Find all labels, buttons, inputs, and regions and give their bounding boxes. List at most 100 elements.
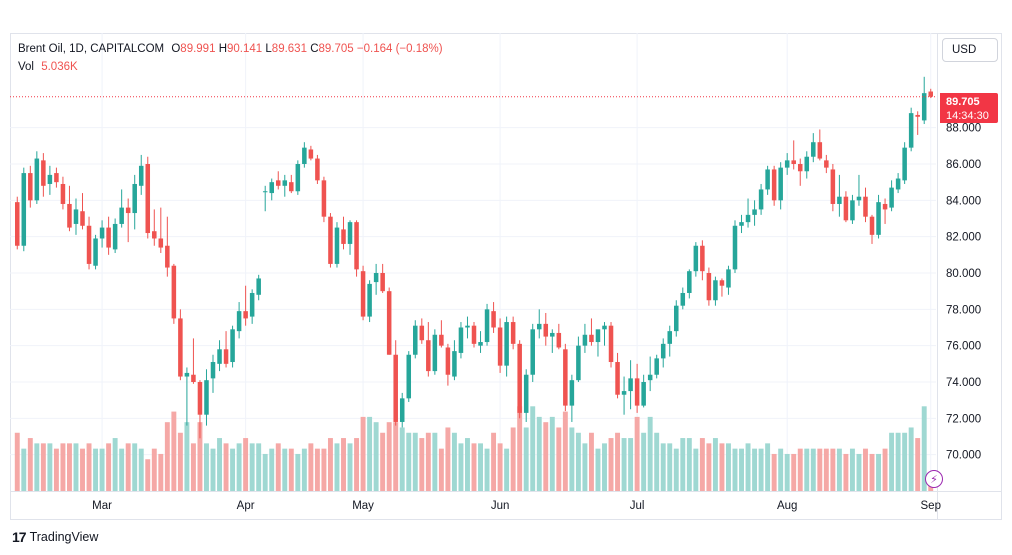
- candle-body: [465, 325, 470, 328]
- volume-bar: [223, 443, 229, 491]
- time-tick-label: Sep: [921, 500, 941, 512]
- candle-body: [797, 164, 803, 172]
- candle-body: [302, 147, 307, 164]
- candle-body: [863, 196, 868, 217]
- candle-body: [406, 354, 412, 399]
- symbol-legend: Brent Oil, 1D, CAPITALCOM O89.991 H90.14…: [18, 40, 443, 76]
- time-axis[interactable]: Mar Apr May Jun Jul Aug Sep: [92, 500, 941, 512]
- candle-body: [497, 327, 503, 366]
- volume-bar: [876, 453, 882, 491]
- candle-body: [928, 91, 933, 97]
- volume-bar: [386, 422, 392, 491]
- candle-body: [830, 169, 836, 204]
- volume-bar: [889, 432, 895, 491]
- low-label: L: [265, 43, 272, 55]
- volume-bar: [902, 432, 908, 491]
- candle-body: [321, 180, 327, 217]
- candle-body: [282, 180, 288, 186]
- candle-body: [21, 173, 27, 246]
- candle-body: [289, 182, 294, 192]
- volume-bar: [119, 448, 125, 491]
- volume-bar: [895, 432, 901, 491]
- volume-bar: [27, 438, 33, 491]
- candle-body: [660, 343, 666, 359]
- candle-body: [112, 223, 118, 250]
- volume-bar: [849, 448, 855, 491]
- candle-body: [60, 183, 66, 204]
- volume-bar: [138, 448, 144, 491]
- volume-bar: [367, 416, 373, 491]
- candle-body: [243, 311, 248, 319]
- volume-bar: [217, 438, 222, 491]
- tradingview-logo[interactable]: 17 TradingView: [12, 529, 98, 545]
- candle-body: [804, 156, 810, 172]
- candle-body: [86, 225, 92, 264]
- volume-bar: [804, 448, 810, 491]
- candle-body: [550, 332, 555, 337]
- volume-bar: [438, 448, 444, 491]
- volume-bar: [517, 406, 523, 491]
- volume-bar: [706, 443, 712, 491]
- candle-body: [706, 273, 712, 301]
- price-tick-label: 74.000: [946, 377, 981, 389]
- volume-bar: [354, 438, 360, 491]
- price-axis[interactable]: 70.000 72.000 74.000 76.000 78.000 80.000 82.0…: [946, 123, 981, 462]
- volume-bar: [360, 416, 366, 491]
- volume-bar: [86, 443, 92, 491]
- candle-body: [223, 349, 229, 364]
- candle-body: [530, 329, 535, 375]
- candle-body: [80, 211, 85, 226]
- volume-bar: [719, 443, 725, 491]
- candle-body: [504, 322, 509, 366]
- volume-bar: [341, 438, 346, 491]
- volume-bar: [863, 448, 868, 491]
- close-value: 89.705: [318, 43, 354, 55]
- volume-bar: [745, 443, 751, 491]
- volume-bar: [132, 443, 138, 491]
- close-label: C: [310, 43, 319, 55]
- candle-body: [236, 311, 242, 332]
- volume-bar: [380, 432, 386, 491]
- candle-body: [608, 325, 614, 363]
- volume-bar: [641, 432, 647, 491]
- candle-body: [758, 189, 764, 210]
- volume-bar: [765, 443, 771, 491]
- volume-bar: [458, 443, 464, 491]
- candle-body: [230, 329, 235, 363]
- candle-body: [536, 323, 542, 330]
- candle-body: [726, 269, 731, 288]
- volume-bar: [562, 411, 568, 491]
- candle-body: [791, 160, 796, 164]
- volume-bar: [80, 448, 85, 491]
- volume-bar: [569, 427, 575, 491]
- candle-body: [73, 209, 79, 224]
- volume-bar: [373, 422, 379, 491]
- time-tick-label: Jul: [630, 500, 645, 512]
- lightning-icon[interactable]: ⚡: [925, 470, 943, 488]
- volume-bar: [771, 453, 777, 491]
- candle-body: [184, 372, 190, 377]
- candle-body: [784, 160, 790, 168]
- price-chart[interactable]: 70.000 72.000 74.000 76.000 78.000 80.000 82.0…: [10, 33, 1002, 520]
- volume-bar: [549, 416, 555, 491]
- candle-body: [771, 169, 777, 201]
- volume-bar: [243, 438, 249, 491]
- volume-bar: [282, 448, 288, 491]
- candle-body: [765, 169, 770, 190]
- volume-bar: [171, 411, 177, 491]
- volume-bar: [784, 453, 790, 491]
- candle-body: [713, 280, 718, 301]
- volume-bar: [791, 453, 797, 491]
- volume-bar: [151, 448, 157, 491]
- volume-bar: [478, 443, 483, 491]
- currency-button[interactable]: USD: [942, 38, 998, 62]
- volume-bar: [210, 448, 216, 491]
- time-tick-label: Aug: [777, 500, 797, 512]
- candlesticks[interactable]: [15, 76, 933, 439]
- volume-bar: [497, 443, 503, 491]
- volume-bar: [752, 448, 758, 491]
- candle-body: [745, 214, 751, 223]
- volume-bar: [288, 448, 294, 491]
- candle-body: [589, 334, 594, 343]
- volume-bar: [732, 448, 738, 491]
